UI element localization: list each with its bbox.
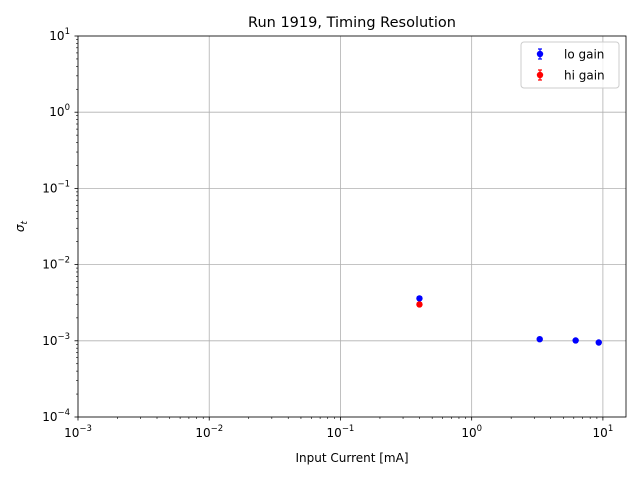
y-tick-label: 10−3 [42, 332, 70, 348]
x-tick-label-exponent: 0 [477, 424, 482, 434]
y-tick-label-exponent: −3 [57, 332, 70, 342]
x-tick-label-base: 10 [195, 426, 210, 440]
x-tick-label: 101 [593, 424, 614, 440]
y-tick-label-exponent: 1 [65, 27, 70, 37]
lo-gain-point [536, 335, 543, 343]
y-tick-label-exponent: −1 [57, 179, 70, 189]
lo-gain-point [572, 337, 579, 344]
x-tick-label-base: 10 [64, 426, 79, 440]
y-tick-label-base: 10 [42, 181, 57, 195]
x-tick-label-base: 10 [461, 426, 476, 440]
x-tick-label-exponent: 1 [608, 424, 613, 434]
y-tick-label-base: 10 [49, 105, 64, 119]
y-tick-label-base: 10 [42, 410, 57, 424]
hi-gain-point [416, 301, 423, 308]
y-axis-title-subscript: t [20, 220, 30, 224]
legend: lo gain hi gain [520, 41, 620, 89]
y-tick-label: 10−1 [42, 179, 70, 195]
y-tick-label: 101 [49, 27, 70, 43]
x-tick-label-exponent: −1 [342, 424, 355, 434]
legend-item-lo-gain: lo gain [536, 48, 604, 62]
y-tick-label-exponent: 0 [65, 103, 70, 113]
legend-label: lo gain [564, 48, 604, 62]
x-tick-label: 10−1 [327, 424, 355, 440]
x-tick-label-exponent: −2 [211, 424, 224, 434]
y-tick-label-exponent: −4 [57, 408, 70, 418]
x-axis-title: Input Current [mA] [295, 451, 408, 465]
legend-box [520, 41, 620, 89]
x-tick-label: 10−2 [195, 424, 223, 440]
legend-marker [536, 50, 544, 58]
y-tick-label-base: 10 [42, 258, 57, 272]
legend-marker [536, 71, 544, 79]
y-tick-label: 10−4 [42, 408, 70, 424]
y-tick-label-base: 10 [42, 334, 57, 348]
lo-gain-point [595, 339, 602, 346]
x-tick-label-base: 10 [593, 426, 608, 440]
lo-gain-point [416, 295, 423, 302]
chart-title: Run 1919, Timing Resolution [248, 15, 456, 31]
x-tick-label: 100 [461, 424, 482, 440]
x-tick-label: 10−3 [64, 424, 92, 440]
legend-item-hi-gain: hi gain [536, 69, 605, 83]
y-tick-label: 100 [49, 103, 70, 119]
x-tick-label-base: 10 [327, 426, 342, 440]
y-axis-title: σt [13, 220, 30, 232]
x-tick-label-exponent: −3 [79, 424, 92, 434]
y-tick-label-exponent: −2 [57, 256, 70, 266]
legend-label: hi gain [564, 69, 605, 83]
data-points [416, 295, 602, 346]
plot-frame [77, 35, 627, 418]
y-tick-label: 10−2 [42, 256, 70, 272]
y-tick-label-base: 10 [49, 29, 64, 43]
grid [77, 35, 626, 418]
y-axis-title-symbol: σ [13, 224, 27, 232]
